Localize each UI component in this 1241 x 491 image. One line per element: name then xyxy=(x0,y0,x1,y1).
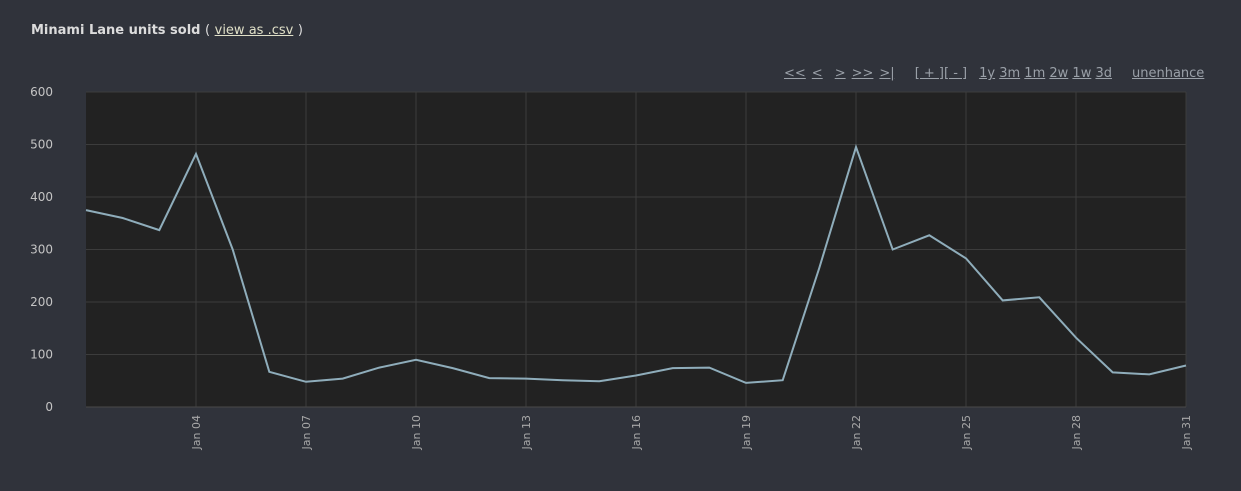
csv-close-paren: ) xyxy=(297,23,303,38)
zoom-in-button[interactable]: [ + ] xyxy=(914,66,944,81)
y-tick-label: 600 xyxy=(30,85,53,99)
x-tick-label: Jan 31 xyxy=(1180,415,1193,450)
y-tick-label: 300 xyxy=(30,243,53,257)
range-1m-button[interactable]: 1m xyxy=(1024,66,1046,81)
y-tick-label: 0 xyxy=(45,400,53,414)
range-1w-button[interactable]: 1w xyxy=(1072,66,1092,81)
x-tick-label: Jan 19 xyxy=(740,415,753,450)
nav-prev-button[interactable]: < xyxy=(811,66,823,81)
x-tick-label: Jan 16 xyxy=(630,415,643,450)
csv-open-paren: ( xyxy=(205,23,211,38)
nav-last-button[interactable]: >| xyxy=(879,66,895,81)
chart-title: Minami Lane units sold ( view as .csv ) xyxy=(31,23,303,38)
range-3d-button[interactable]: 3d xyxy=(1095,66,1112,81)
x-tick-label: Jan 28 xyxy=(1070,415,1083,450)
x-tick-label: Jan 25 xyxy=(960,415,973,450)
y-tick-label: 200 xyxy=(30,295,53,309)
y-tick-label: 500 xyxy=(30,138,53,152)
x-tick-label: Jan 13 xyxy=(520,415,533,450)
unenhance-button[interactable]: unenhance xyxy=(1132,66,1205,81)
range-2w-button[interactable]: 2w xyxy=(1049,66,1069,81)
y-axis: 0 100 200 300 400 500 600 xyxy=(30,85,53,414)
range-1y-button[interactable]: 1y xyxy=(979,66,996,81)
x-tick-label: Jan 04 xyxy=(190,415,203,450)
x-tick-label: Jan 07 xyxy=(300,415,313,450)
x-tick-label: Jan 22 xyxy=(850,415,863,450)
range-3m-button[interactable]: 3m xyxy=(999,66,1021,81)
nav-next-button[interactable]: > xyxy=(834,66,846,81)
zoom-out-button[interactable]: [ - ] xyxy=(944,66,968,81)
nav-next-far-button[interactable]: >> xyxy=(851,66,874,81)
y-tick-label: 400 xyxy=(30,190,53,204)
x-axis: Jan 04 Jan 07 Jan 10 Jan 13 Jan 16 Jan 19 Jan … xyxy=(86,406,1193,450)
nav-first-button[interactable]: << xyxy=(784,66,806,81)
chart-title-text: Minami Lane units sold xyxy=(31,23,201,38)
y-tick-label: 100 xyxy=(30,348,53,362)
chart-navigation: << < > >> >|[ + ][ - ] 1y 3m 1m 2w 1w 3d unenh… xyxy=(784,66,1204,81)
x-tick-label: Jan 10 xyxy=(410,415,423,450)
view-csv-link[interactable]: view as .csv xyxy=(214,23,294,38)
